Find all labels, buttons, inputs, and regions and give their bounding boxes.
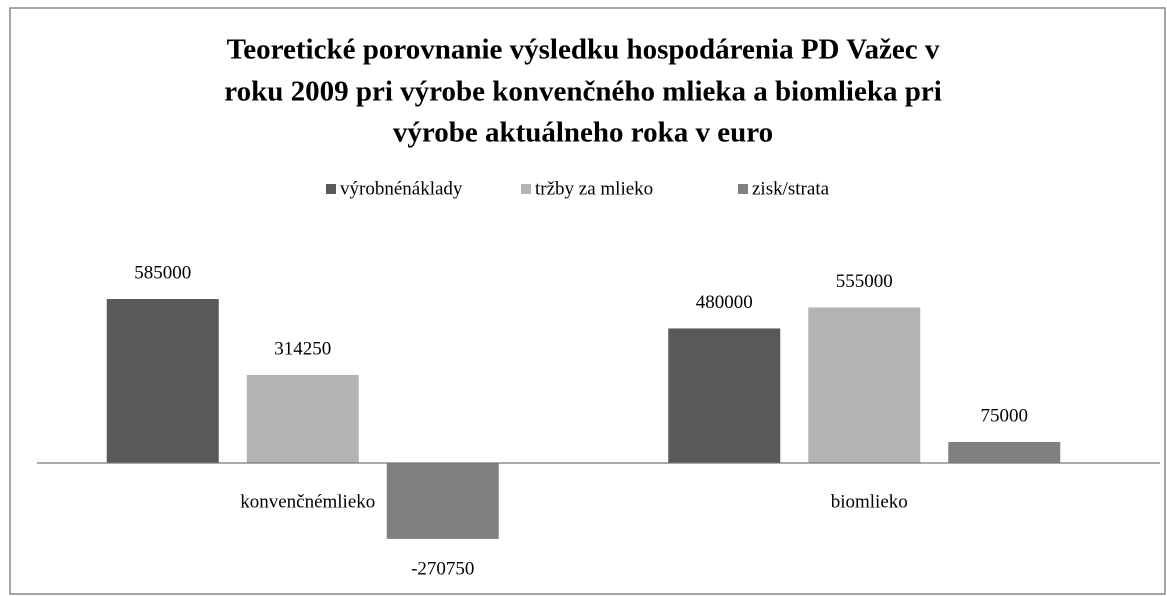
bar: [668, 328, 781, 463]
legend-swatch: [521, 184, 531, 194]
chart-title: roku 2009 pri výrobe konvenčného mlieka …: [224, 76, 942, 108]
chart-title: Teoretické porovnanie výsledku hospodáre…: [227, 34, 940, 66]
data-label: 480000: [696, 292, 753, 313]
x-tick-label: konvenčnémlieko: [240, 491, 375, 512]
data-label: 555000: [836, 271, 893, 292]
bar: [246, 374, 359, 463]
data-label: 314250: [274, 338, 331, 359]
chart-frame: [9, 7, 1166, 595]
legend-swatch: [738, 184, 748, 194]
data-label: -270750: [411, 558, 474, 579]
legend-label: výrobnénáklady: [340, 178, 463, 199]
legend-label: tržby za mlieko: [535, 178, 653, 199]
bar: [948, 441, 1061, 463]
legend-label: zisk/strata: [752, 178, 830, 199]
data-label: 585000: [134, 262, 191, 283]
bar: [386, 463, 499, 539]
bar: [808, 307, 921, 463]
chart-title: výrobe aktuálneho roka v euro: [393, 117, 773, 149]
data-label: 75000: [981, 405, 1029, 426]
bar: [106, 299, 219, 463]
x-tick-label: biomlieko: [831, 491, 908, 512]
legend-swatch: [326, 184, 336, 194]
